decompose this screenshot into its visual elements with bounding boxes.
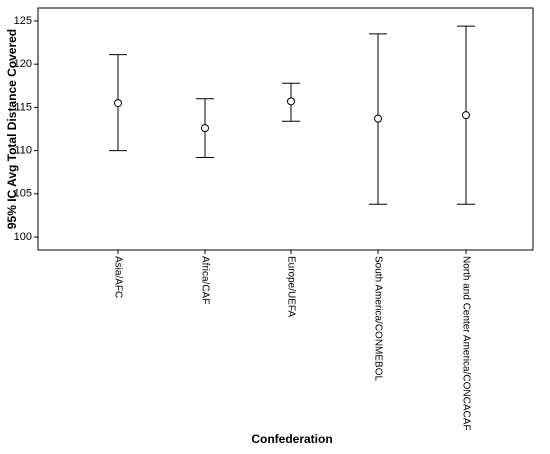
y-axis-title: 95% IC Avg Total Distance Covered [5,29,19,229]
y-tick-label: 110 [14,145,32,157]
y-tick-label: 125 [14,15,32,27]
mean-point [462,111,470,120]
mean-point [287,97,295,106]
x-tick-label: Asia/AFC [112,256,123,298]
y-tick-label: 105 [14,188,32,200]
x-tick-label: North and Center America/CONCACAF [460,256,471,431]
mean-point [114,99,122,108]
x-tick-label: Africa/CAF [199,256,210,304]
plot-frame [37,7,534,251]
y-tick-label: 115 [14,101,32,113]
mean-point [374,114,382,123]
y-tick-label: 120 [14,58,32,70]
y-tick-label: 100 [14,231,32,243]
mean-point [201,124,209,133]
x-tick-label: Europe/UEFA [285,256,296,317]
x-axis-title: Confederation [251,432,332,446]
x-tick-label: South America/CONMEBOL [372,256,383,381]
